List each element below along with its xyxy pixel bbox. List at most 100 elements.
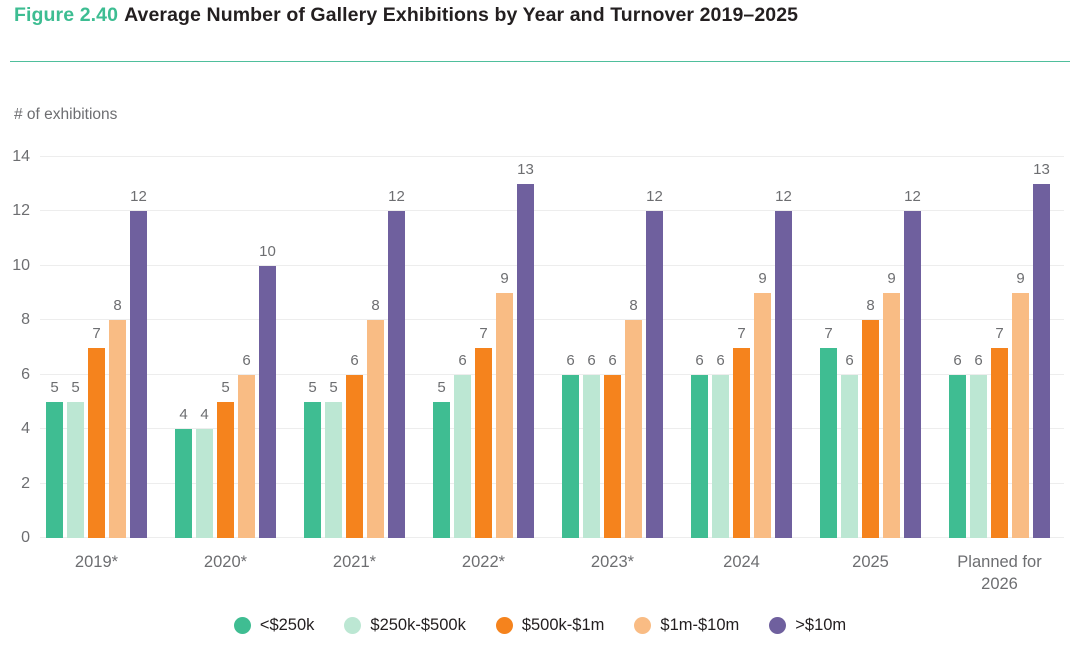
bar	[625, 320, 642, 538]
chart-legend: <$250k $250k-$500k $500k-$1m $1m-$10m >$10m	[0, 616, 1080, 635]
legend-item: >$10m	[769, 616, 846, 635]
bar-value-label: 5	[221, 378, 230, 396]
bar-value-label: 5	[437, 378, 446, 396]
barcol: 6	[583, 157, 600, 538]
barcol: 5	[46, 157, 63, 538]
bar	[475, 347, 492, 538]
y-tick-label-10: 10	[12, 256, 30, 274]
figure-number-label: Figure 2.40	[14, 4, 119, 26]
gridline-y-10	[40, 264, 1064, 266]
bar-group-2019-: 5 5 7 8 12 2019*	[46, 157, 147, 571]
bar	[46, 401, 63, 538]
page-title: Figure 2.40 Average Number of Gallery Exh…	[14, 4, 1070, 27]
barcol: 4	[196, 157, 213, 538]
bar-value-label: 6	[587, 351, 596, 369]
bar-value-label: 9	[500, 270, 509, 288]
bar	[175, 429, 192, 538]
y-axis-tick-labels: 0 2 4 6 8 10 12 14	[0, 149, 32, 546]
y-tick-label-4: 4	[21, 420, 30, 438]
bar	[1012, 293, 1029, 538]
barcol: 10	[259, 157, 276, 538]
bar-group-2022-: 5 6 7 9 13 2022*	[433, 157, 534, 571]
bar-value-label: 10	[259, 242, 276, 260]
x-axis-label: 2020*	[203, 553, 248, 571]
y-tick-label-8: 8	[21, 311, 30, 329]
barcol: 12	[904, 157, 921, 538]
bar-value-label: 12	[775, 188, 792, 206]
bar	[583, 374, 600, 538]
figure-title-text: Average Number of Gallery Exhibitions by…	[124, 4, 799, 26]
bar-value-label: 7	[824, 324, 833, 342]
bar-value-label: 6	[350, 351, 359, 369]
barcol: 12	[775, 157, 792, 538]
legend-swatch-icon	[344, 617, 362, 634]
bar-value-label: 8	[866, 297, 875, 315]
barcol: 5	[67, 157, 84, 538]
barcol: 5	[325, 157, 342, 538]
bar	[196, 429, 213, 538]
barcol: 6	[562, 157, 579, 538]
bar-value-label: 5	[329, 378, 338, 396]
bar-chart-plot-area: 5 5 7 8 12 2019* 4 4 5 6 10 2020* 5 5 6 8 12 2021* 5 6 7 9 13 2…	[40, 156, 1064, 593]
bar-value-label: 8	[371, 297, 380, 315]
bar-value-label: 6	[695, 351, 704, 369]
bar-value-label: 6	[845, 351, 854, 369]
bar	[646, 211, 663, 538]
barcol: 12	[130, 157, 147, 538]
barcol: 9	[1012, 157, 1029, 538]
bar	[883, 293, 900, 538]
barcol: 6	[841, 157, 858, 538]
legend-item: $1m-$10m	[634, 616, 739, 635]
gridline-y-4	[40, 428, 1064, 430]
barcol: 7	[820, 157, 837, 538]
bar-value-label: 6	[953, 351, 962, 369]
barcol: 7	[475, 157, 492, 538]
bar	[67, 401, 84, 538]
barcol: 12	[646, 157, 663, 538]
bar	[775, 211, 792, 538]
title-divider-line	[10, 61, 1070, 62]
barcol: 6	[454, 157, 471, 538]
bar-value-label: 6	[716, 351, 725, 369]
bar-value-label: 12	[130, 188, 147, 206]
bar	[304, 401, 321, 538]
x-axis-label: Planned for 2026	[957, 553, 1042, 594]
legend-item: $500k-$1m	[495, 616, 604, 635]
bar-value-label: 6	[974, 351, 983, 369]
bar	[1033, 184, 1050, 538]
barcol: 5	[433, 157, 450, 538]
bar-value-label: 6	[566, 351, 575, 369]
barcol: 4	[175, 157, 192, 538]
bar	[820, 347, 837, 538]
gridline-y-2	[40, 482, 1064, 484]
bar	[733, 347, 750, 538]
barcol: 13	[1033, 157, 1050, 538]
y-tick-label-2: 2	[21, 474, 30, 492]
barcol: 8	[625, 157, 642, 538]
bar	[217, 401, 234, 538]
x-axis-label: 2025	[852, 553, 889, 571]
bar	[949, 374, 966, 538]
barcol: 8	[862, 157, 879, 538]
barcol: 9	[754, 157, 771, 538]
bar	[88, 347, 105, 538]
barcol: 6	[604, 157, 621, 538]
barcol: 6	[712, 157, 729, 538]
bar	[454, 374, 471, 538]
barcol: 8	[367, 157, 384, 538]
barcol: 5	[304, 157, 321, 538]
bar-group-2020-: 4 4 5 6 10 2020*	[175, 157, 276, 571]
barcol: 6	[346, 157, 363, 538]
barcol: 13	[517, 157, 534, 538]
legend-label: <$250k	[259, 616, 315, 634]
bar-value-label: 6	[608, 351, 617, 369]
legend-label: >$10m	[795, 616, 847, 634]
bar-value-label: 9	[1016, 270, 1025, 288]
bar-value-label: 7	[92, 324, 101, 342]
bar-group-2025: 7 6 8 9 12 2025	[820, 157, 921, 571]
legend-swatch-icon	[233, 617, 251, 634]
bar-value-label: 6	[242, 351, 251, 369]
barcol: 12	[388, 157, 405, 538]
bar	[130, 211, 147, 538]
bar-value-label: 12	[388, 188, 405, 206]
